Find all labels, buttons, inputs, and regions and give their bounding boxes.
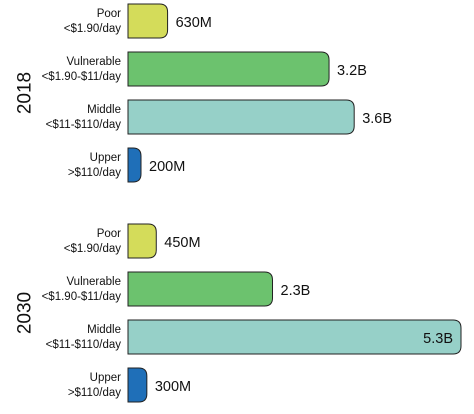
category-threshold-upper-2030: >$110/day (68, 387, 121, 399)
value-label-upper-2018: 200M (149, 159, 185, 175)
value-label-upper-2030: 300M (155, 379, 191, 395)
value-label-vulnerable-2030: 2.3B (281, 283, 311, 299)
category-threshold-middle-2030: <$11-$110/day (46, 339, 122, 351)
bar-upper-2018 (127, 147, 142, 183)
value-label-vulnerable-2018: 3.2B (337, 63, 367, 79)
bar-upper-2030 (127, 367, 148, 403)
bar-middle-2018 (127, 99, 355, 135)
year-label-2030: 2030 (15, 292, 36, 334)
value-label-poor-2018: 630M (176, 15, 212, 31)
category-threshold-upper-2018: >$110/day (68, 167, 121, 179)
category-name-middle-2030: Middle (87, 324, 121, 336)
value-label-middle-2018: 3.6B (362, 111, 392, 127)
value-label-middle-2030: 5.3B (423, 331, 453, 347)
category-name-middle-2018: Middle (87, 104, 121, 116)
category-name-vulnerable-2018: Vulnerable (66, 56, 121, 68)
bar-poor-2018 (127, 3, 169, 39)
bar-poor-2030 (127, 223, 157, 259)
category-threshold-middle-2018: <$11-$110/day (46, 119, 122, 131)
bar-vulnerable-2018 (127, 51, 330, 87)
bar-vulnerable-2030 (127, 271, 274, 307)
category-threshold-poor-2030: <$1.90/day (64, 243, 121, 255)
category-threshold-vulnerable-2018: <$1.90-$11/day (42, 71, 122, 83)
category-threshold-vulnerable-2030: <$1.90-$11/day (42, 291, 122, 303)
year-label-2018: 2018 (15, 72, 36, 114)
value-label-poor-2030: 450M (164, 235, 200, 251)
category-name-poor-2018: Poor (97, 8, 121, 20)
bar-middle-2030 (127, 319, 462, 355)
category-name-upper-2018: Upper (90, 152, 121, 164)
category-threshold-poor-2018: <$1.90/day (64, 23, 121, 35)
category-name-upper-2030: Upper (90, 372, 121, 384)
category-name-poor-2030: Poor (97, 228, 121, 240)
category-name-vulnerable-2030: Vulnerable (66, 276, 121, 288)
